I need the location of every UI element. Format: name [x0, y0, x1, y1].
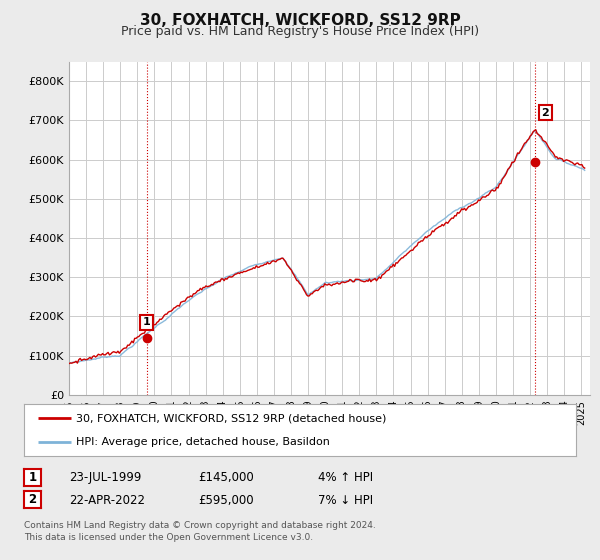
- Text: 2: 2: [28, 493, 37, 506]
- Text: Price paid vs. HM Land Registry's House Price Index (HPI): Price paid vs. HM Land Registry's House …: [121, 25, 479, 38]
- Text: £145,000: £145,000: [198, 471, 254, 484]
- Text: £595,000: £595,000: [198, 493, 254, 507]
- Text: 30, FOXHATCH, WICKFORD, SS12 9RP: 30, FOXHATCH, WICKFORD, SS12 9RP: [140, 13, 460, 28]
- Text: 7% ↓ HPI: 7% ↓ HPI: [318, 493, 373, 507]
- Text: 22-APR-2022: 22-APR-2022: [69, 493, 145, 507]
- Text: 23-JUL-1999: 23-JUL-1999: [69, 471, 142, 484]
- Text: 4% ↑ HPI: 4% ↑ HPI: [318, 471, 373, 484]
- Text: 30, FOXHATCH, WICKFORD, SS12 9RP (detached house): 30, FOXHATCH, WICKFORD, SS12 9RP (detach…: [76, 413, 387, 423]
- Text: 1: 1: [28, 470, 37, 484]
- Text: This data is licensed under the Open Government Licence v3.0.: This data is licensed under the Open Gov…: [24, 533, 313, 542]
- Text: Contains HM Land Registry data © Crown copyright and database right 2024.: Contains HM Land Registry data © Crown c…: [24, 521, 376, 530]
- Text: 1: 1: [143, 318, 151, 327]
- Text: 2: 2: [542, 108, 549, 118]
- Text: HPI: Average price, detached house, Basildon: HPI: Average price, detached house, Basi…: [76, 437, 331, 447]
